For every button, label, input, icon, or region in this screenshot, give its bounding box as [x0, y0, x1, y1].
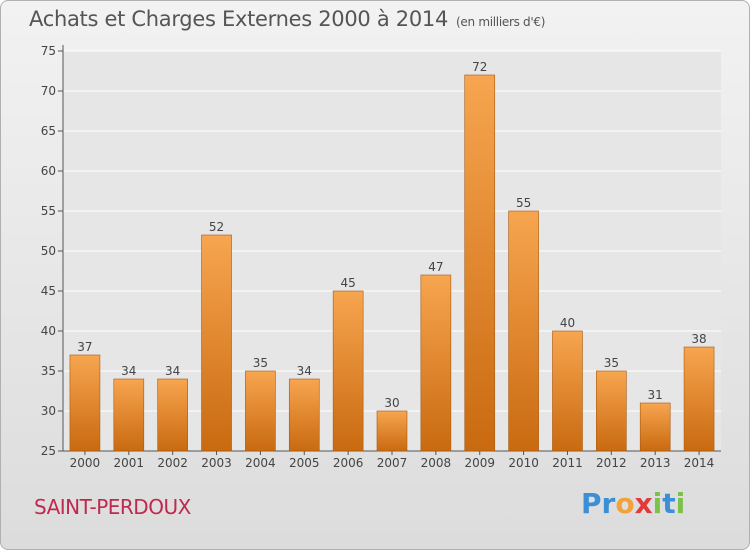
x-tick-label: 2014	[684, 456, 715, 470]
x-tick-label: 2007	[377, 456, 408, 470]
data-label: 34	[297, 364, 312, 378]
x-tick-label: 2010	[508, 456, 539, 470]
y-tick-label: 65	[41, 124, 56, 138]
y-tick-label: 50	[41, 244, 56, 258]
logo-letter: r	[601, 487, 616, 520]
data-label: 55	[516, 196, 531, 210]
logo-letter: P	[581, 487, 602, 520]
data-label: 37	[77, 340, 92, 354]
place-name: SAINT-PERDOUX	[34, 495, 191, 519]
y-tick-label: 25	[41, 444, 56, 458]
data-label: 31	[648, 388, 663, 402]
x-tick-label: 2000	[70, 456, 101, 470]
proxiti-logo: Proxiti	[581, 487, 685, 520]
y-tick-label: 55	[41, 204, 56, 218]
x-tick-label: 2013	[640, 456, 671, 470]
logo-letter: t	[662, 487, 676, 520]
y-tick-label: 30	[41, 404, 56, 418]
data-label: 40	[560, 316, 575, 330]
y-tick-label: 60	[41, 164, 56, 178]
bar	[464, 74, 496, 452]
x-tick-label: 2005	[289, 456, 320, 470]
x-tick-label: 2004	[245, 456, 276, 470]
chart-title-text: Achats et Charges Externes 2000 à 2014	[29, 7, 449, 31]
data-label: 34	[165, 364, 180, 378]
data-label: 45	[340, 276, 355, 290]
bar	[69, 354, 101, 452]
y-tick-label: 35	[41, 364, 56, 378]
data-label: 30	[384, 396, 399, 410]
x-tick-label: 2012	[596, 456, 627, 470]
bar	[332, 290, 364, 452]
bar	[376, 410, 408, 452]
x-tick-label: 2009	[464, 456, 495, 470]
x-tick-label: 2001	[114, 456, 145, 470]
y-tick-label: 75	[41, 44, 56, 58]
x-tick-label: 2011	[552, 456, 583, 470]
x-tick-label: 2008	[421, 456, 452, 470]
logo-letter: o	[615, 487, 635, 520]
data-label: 47	[428, 260, 443, 274]
data-label: 35	[604, 356, 619, 370]
x-tick-label: 2002	[157, 456, 188, 470]
bar	[683, 346, 715, 452]
y-tick-label: 70	[41, 84, 56, 98]
bar	[639, 402, 671, 452]
x-tick-label: 2003	[201, 456, 232, 470]
bar	[201, 234, 232, 452]
bar	[596, 370, 627, 452]
y-tick-label: 40	[41, 324, 56, 338]
bar	[245, 370, 276, 452]
x-tick-label: 2006	[333, 456, 364, 470]
data-label: 38	[691, 332, 706, 346]
bar	[508, 210, 539, 452]
chart-unit: (en milliers d'€)	[456, 15, 546, 29]
chart-title: Achats et Charges Externes 2000 à 2014 (e…	[29, 7, 545, 31]
logo-letter: i	[675, 487, 686, 520]
logo-letter: x	[634, 487, 653, 520]
data-label: 35	[253, 356, 268, 370]
bar	[420, 274, 452, 452]
y-tick-label: 45	[41, 284, 56, 298]
logo-letter: i	[652, 487, 663, 520]
data-label: 52	[209, 220, 224, 234]
data-label: 34	[121, 364, 136, 378]
bar	[113, 378, 145, 452]
bar	[552, 330, 583, 452]
bar	[157, 378, 188, 452]
data-label: 72	[472, 60, 487, 74]
bar	[288, 378, 320, 452]
